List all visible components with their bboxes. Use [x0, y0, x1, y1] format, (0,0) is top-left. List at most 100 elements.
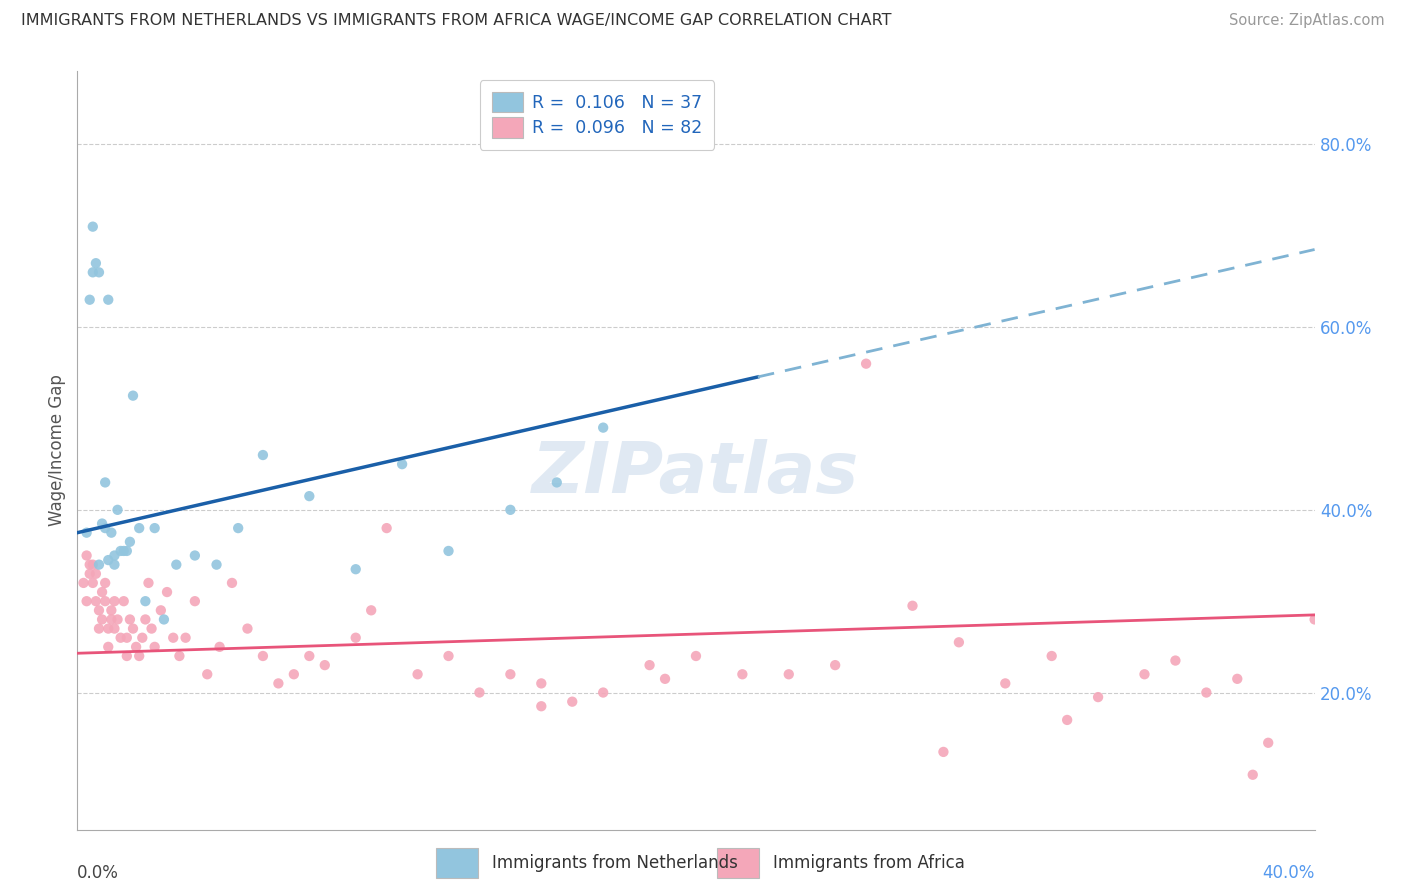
Point [82, 219, 104, 234]
Point [226, 521, 249, 535]
Point [1056, 713, 1078, 727]
Point [1133, 667, 1156, 681]
Point [184, 549, 207, 563]
Point [437, 648, 460, 663]
Point [94, 594, 117, 608]
Point [561, 695, 583, 709]
Point [530, 676, 553, 690]
Point [174, 631, 197, 645]
Point [141, 622, 163, 636]
Point [122, 622, 145, 636]
Point [236, 622, 259, 636]
Point [82, 575, 104, 590]
Point [94, 575, 117, 590]
Point [530, 699, 553, 714]
Point [298, 489, 321, 503]
Point [94, 475, 117, 490]
Point [1164, 654, 1187, 668]
Point [499, 667, 522, 681]
Point [82, 265, 104, 279]
Point [267, 676, 290, 690]
Text: 40.0%: 40.0% [1263, 863, 1315, 881]
Point [778, 667, 800, 681]
Point [855, 357, 877, 371]
Point [221, 575, 243, 590]
Point [112, 594, 135, 608]
Point [314, 658, 336, 673]
Point [298, 648, 321, 663]
Point [165, 558, 187, 572]
Point [283, 667, 305, 681]
Point [87, 265, 110, 279]
Point [76, 594, 98, 608]
Point [131, 631, 153, 645]
FancyBboxPatch shape [717, 848, 759, 878]
Text: ZIPatlas: ZIPatlas [533, 439, 859, 508]
Point [72, 575, 94, 590]
Point [208, 640, 231, 654]
Point [149, 603, 172, 617]
Point [375, 521, 398, 535]
Point [252, 648, 274, 663]
Point [84, 256, 107, 270]
Text: Immigrants from Netherlands: Immigrants from Netherlands [492, 854, 738, 872]
Point [406, 667, 429, 681]
Point [103, 558, 125, 572]
Point [82, 558, 104, 572]
Point [94, 521, 117, 535]
Point [87, 622, 110, 636]
Point [824, 658, 846, 673]
Point [76, 549, 98, 563]
Point [1226, 672, 1249, 686]
Point [103, 549, 125, 563]
Point [638, 658, 661, 673]
Point [138, 575, 160, 590]
Point [592, 420, 614, 434]
Legend: R =  0.106   N = 37, R =  0.096   N = 82: R = 0.106 N = 37, R = 0.096 N = 82 [479, 80, 714, 150]
Point [156, 585, 179, 599]
Point [84, 594, 107, 608]
Point [107, 612, 129, 626]
Point [360, 603, 382, 617]
Point [134, 612, 156, 626]
Text: Immigrants from Africa: Immigrants from Africa [773, 854, 965, 872]
Point [76, 525, 98, 540]
Point [143, 640, 166, 654]
Point [91, 612, 114, 626]
Point [344, 562, 367, 576]
Point [901, 599, 924, 613]
Point [97, 640, 120, 654]
Point [162, 631, 184, 645]
Point [1303, 612, 1326, 626]
Point [344, 631, 367, 645]
Point [1040, 648, 1063, 663]
Y-axis label: Wage/Income Gap: Wage/Income Gap [48, 375, 66, 526]
Point [205, 558, 228, 572]
Point [97, 553, 120, 567]
Point [932, 745, 955, 759]
Point [110, 544, 132, 558]
Point [468, 685, 491, 699]
Point [103, 594, 125, 608]
Point [195, 667, 218, 681]
Point [1257, 736, 1279, 750]
Point [592, 685, 614, 699]
Point [134, 594, 156, 608]
Point [169, 648, 191, 663]
Point [79, 293, 101, 307]
Point [128, 521, 150, 535]
Point [391, 457, 413, 471]
Point [546, 475, 568, 490]
Point [499, 503, 522, 517]
Point [115, 631, 138, 645]
Point [122, 389, 145, 403]
Point [994, 676, 1017, 690]
Point [654, 672, 676, 686]
Point [87, 558, 110, 572]
Point [153, 612, 176, 626]
Point [118, 534, 141, 549]
Text: IMMIGRANTS FROM NETHERLANDS VS IMMIGRANTS FROM AFRICA WAGE/INCOME GAP CORRELATIO: IMMIGRANTS FROM NETHERLANDS VS IMMIGRANT… [21, 13, 891, 29]
Point [125, 640, 148, 654]
Point [103, 622, 125, 636]
Point [100, 603, 122, 617]
